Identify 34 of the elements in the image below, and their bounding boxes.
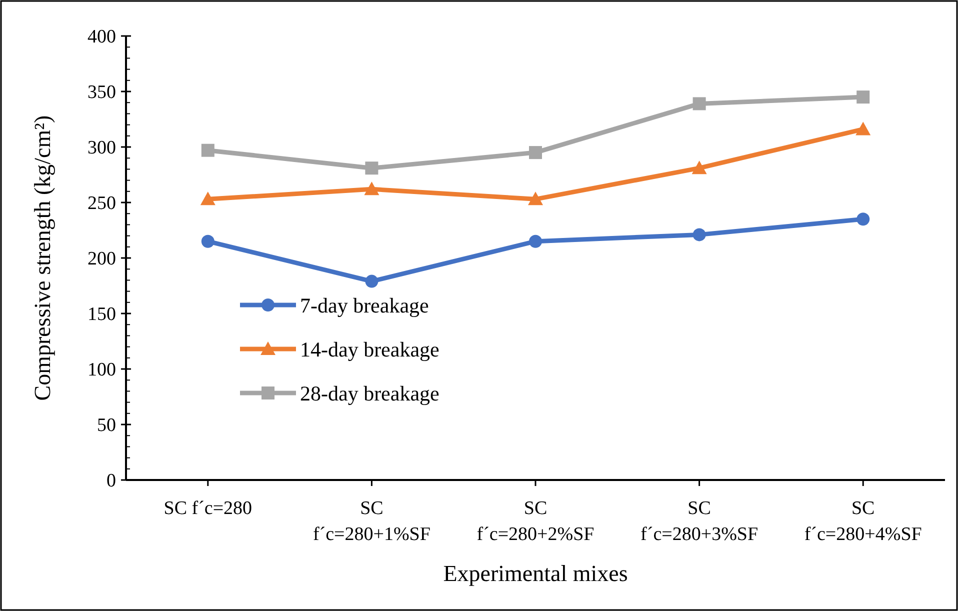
point [529,234,542,248]
x-tick-label: SC f´c=280+1%SF [312,498,430,545]
y-tick-label: 150 [88,304,116,326]
point [692,228,706,242]
y-tick-label: 100 [88,360,116,381]
point [528,192,543,206]
x-tick-label: SC f´c=280+2%SF [476,498,594,545]
point [201,234,214,248]
legend-label: 14-day breakage [300,337,440,362]
point [365,162,378,175]
y-tick-label: 0 [106,470,116,492]
point [692,160,707,174]
y-tick-label: 200 [88,248,116,270]
y-tick-label: 350 [88,82,116,104]
y-tick-label: 400 [88,26,116,48]
x-tick-label: SC f´c=280+3%SF [640,498,758,545]
point [365,274,378,288]
y-tick-label: 250 [88,193,116,214]
y-axis-title: Compressive strength (kg/cm²) [30,115,55,401]
y-tick-label: 300 [88,138,116,159]
point [201,144,214,157]
y-tick-label: 50 [97,415,116,436]
legend-label: 28-day breakage [300,381,440,406]
point [364,182,380,196]
point [692,97,706,110]
point [856,90,870,104]
point [200,192,216,206]
x-axis-title: Experimental mixes [443,561,628,586]
point [856,122,871,136]
x-tick-label: SC f´c=280+4%SF [804,498,922,545]
point [856,212,870,226]
legend-label: 7-day breakage [300,293,429,318]
x-tick-label: SC f´c=280 [164,498,252,519]
point [529,146,542,160]
